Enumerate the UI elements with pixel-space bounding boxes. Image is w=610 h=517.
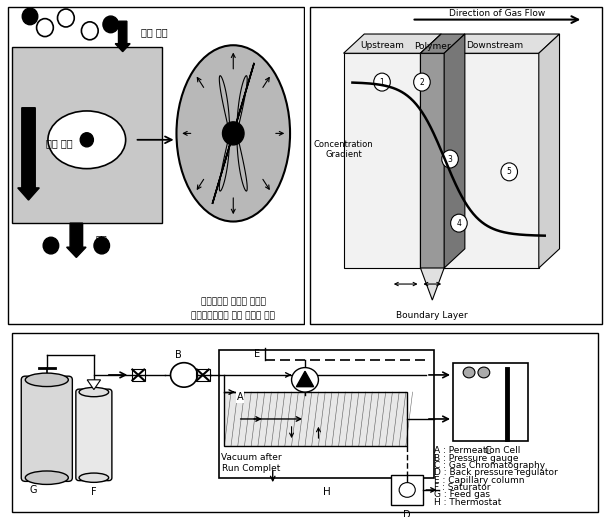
Polygon shape — [420, 34, 465, 53]
Polygon shape — [343, 53, 420, 268]
FancyArrow shape — [18, 108, 39, 200]
Ellipse shape — [79, 473, 109, 482]
Ellipse shape — [176, 45, 290, 222]
Polygon shape — [343, 34, 441, 53]
Text: F: F — [91, 488, 96, 497]
Circle shape — [103, 16, 118, 33]
Text: 기체 흡착: 기체 흡착 — [140, 27, 167, 37]
Circle shape — [81, 22, 98, 40]
Circle shape — [463, 367, 475, 378]
Polygon shape — [87, 380, 101, 390]
Ellipse shape — [25, 373, 68, 387]
FancyBboxPatch shape — [21, 376, 73, 481]
Ellipse shape — [79, 387, 109, 397]
Circle shape — [223, 122, 244, 145]
Polygon shape — [420, 34, 441, 268]
Circle shape — [22, 8, 38, 25]
Text: B : Pressure gauge: B : Pressure gauge — [434, 453, 518, 463]
Text: Polymer: Polymer — [414, 42, 451, 51]
Circle shape — [501, 163, 517, 181]
Ellipse shape — [25, 471, 68, 484]
Circle shape — [478, 367, 490, 378]
Text: 1: 1 — [379, 78, 384, 87]
Circle shape — [57, 9, 74, 27]
Text: Boundary Layer: Boundary Layer — [396, 311, 468, 321]
Text: E: E — [254, 349, 260, 359]
Circle shape — [292, 368, 318, 392]
Text: A : Permeation Cell: A : Permeation Cell — [434, 446, 520, 455]
Text: F : Saturator: F : Saturator — [434, 483, 490, 492]
FancyBboxPatch shape — [391, 475, 423, 505]
Text: B: B — [175, 350, 182, 360]
Polygon shape — [539, 34, 559, 268]
Text: G: G — [30, 485, 37, 495]
Text: H: H — [323, 488, 331, 497]
Text: 4: 4 — [456, 219, 461, 227]
FancyBboxPatch shape — [453, 363, 528, 441]
Circle shape — [399, 482, 415, 497]
Polygon shape — [296, 371, 314, 387]
FancyBboxPatch shape — [219, 351, 434, 478]
FancyBboxPatch shape — [7, 7, 304, 324]
Ellipse shape — [48, 111, 126, 169]
Polygon shape — [444, 53, 539, 268]
Text: 3: 3 — [448, 155, 453, 163]
FancyBboxPatch shape — [309, 7, 603, 324]
Polygon shape — [420, 268, 444, 300]
Text: Direction of Gas Flow: Direction of Gas Flow — [450, 9, 545, 18]
Text: 5: 5 — [507, 168, 512, 176]
FancyBboxPatch shape — [76, 389, 112, 481]
Circle shape — [43, 237, 59, 254]
Circle shape — [442, 150, 458, 168]
FancyBboxPatch shape — [12, 333, 598, 512]
Text: C: C — [484, 446, 491, 456]
Text: H : Thermostat: H : Thermostat — [434, 498, 501, 507]
Circle shape — [171, 363, 198, 387]
Text: Concentration
Gradient: Concentration Gradient — [314, 140, 373, 159]
Circle shape — [451, 214, 467, 232]
Text: 탈착: 탈착 — [96, 234, 107, 244]
Text: 기체 확산: 기체 확산 — [46, 138, 73, 148]
Circle shape — [374, 73, 390, 91]
Circle shape — [94, 237, 110, 254]
Text: 2: 2 — [420, 78, 425, 87]
Text: D : Back pressure regulator: D : Back pressure regulator — [434, 468, 558, 477]
Text: Upstream: Upstream — [360, 41, 404, 50]
Text: 확산침투가 가능한 고분자: 확산침투가 가능한 고분자 — [201, 297, 266, 306]
Text: Vacuum after
Run Complet: Vacuum after Run Complet — [221, 453, 282, 473]
Polygon shape — [212, 63, 254, 204]
Text: D: D — [403, 510, 411, 517]
Text: 매트릭스에서의 체인 사이의 간극: 매트릭스에서의 체인 사이의 간극 — [192, 312, 275, 321]
Circle shape — [414, 73, 430, 91]
Circle shape — [37, 19, 53, 37]
Polygon shape — [420, 53, 444, 268]
FancyBboxPatch shape — [12, 47, 162, 223]
Text: Downstream: Downstream — [466, 41, 523, 50]
Text: E : Capillary column: E : Capillary column — [434, 476, 525, 484]
Text: G : Feed gas: G : Feed gas — [434, 490, 490, 499]
FancyArrow shape — [115, 21, 130, 52]
Polygon shape — [444, 34, 465, 268]
FancyBboxPatch shape — [224, 392, 407, 446]
FancyArrow shape — [66, 223, 86, 257]
Polygon shape — [444, 34, 559, 53]
Circle shape — [81, 133, 93, 147]
Text: A: A — [237, 392, 244, 402]
Text: C : Gas Chromatography: C : Gas Chromatography — [434, 461, 545, 470]
